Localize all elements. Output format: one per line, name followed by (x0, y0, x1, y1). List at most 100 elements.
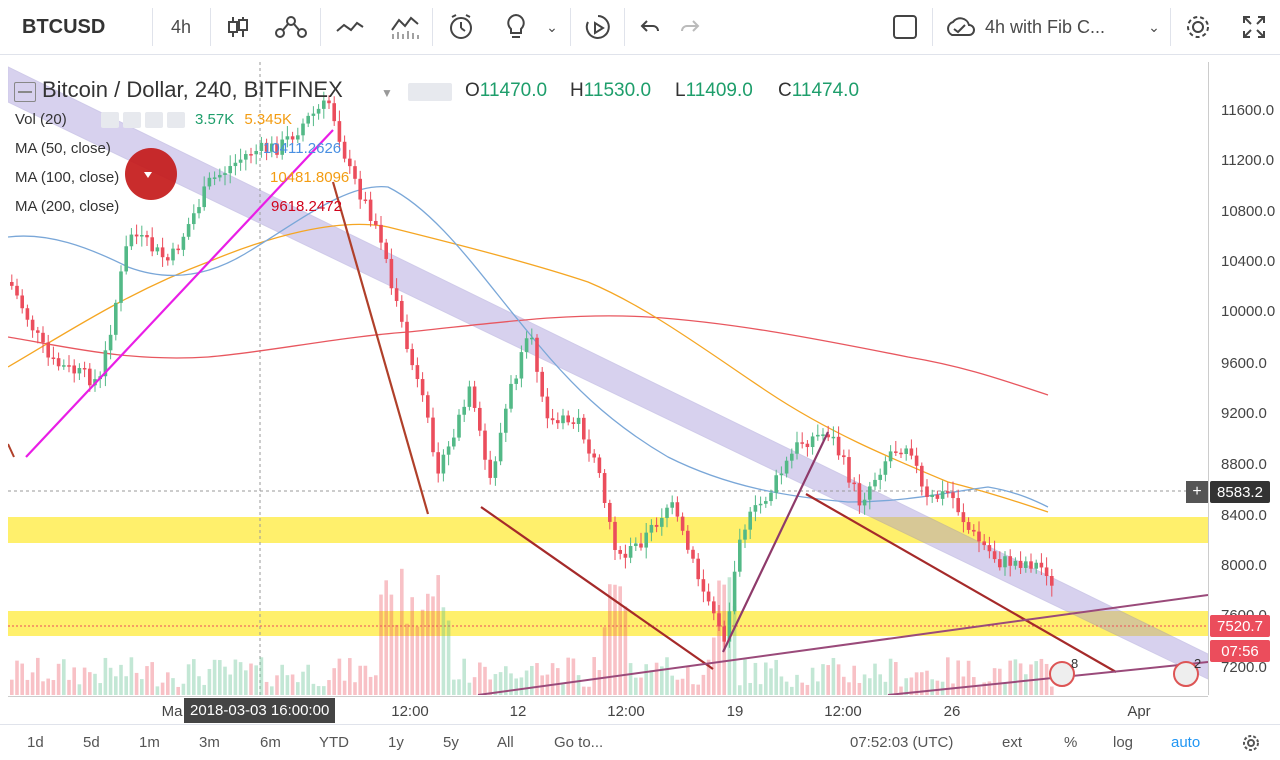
chevron-down-icon[interactable]: ⌄ (1148, 18, 1160, 35)
price-axis[interactable]: 11600.0 11200.0 10800.0 10400.0 10000.0 … (1208, 62, 1280, 695)
candle-body (847, 457, 851, 483)
range-6m[interactable]: 6m (260, 734, 281, 751)
trendline-brown-1[interactable] (331, 181, 430, 515)
volume-bar (498, 672, 503, 695)
range-ytd[interactable]: YTD (319, 734, 349, 751)
fullscreen-box-icon[interactable] (885, 0, 925, 54)
indicators-icon[interactable] (268, 0, 314, 54)
top-toolbar: BTCUSD 4h ⌄ 4h with Fib C... ⌄ (0, 0, 1280, 55)
price-tick: 11200.0 (1221, 152, 1275, 169)
candle-body (332, 103, 336, 122)
volume-bar (894, 662, 898, 695)
candle-body (1029, 561, 1033, 569)
gear-icon[interactable] (122, 112, 141, 129)
percent-toggle[interactable]: % (1064, 734, 1078, 751)
log-toggle[interactable]: log (1113, 734, 1134, 751)
volume-bar (389, 594, 394, 695)
volume-bar (665, 657, 669, 695)
range-1y[interactable]: 1y (388, 734, 404, 751)
bar-countdown-label: 07:56 (1210, 640, 1270, 662)
indicator-volume[interactable]: Vol (20) 3.57K 5.345K (15, 111, 292, 129)
volume-bar (904, 678, 908, 695)
trendline-pink[interactable] (25, 129, 334, 458)
volume-bar (150, 662, 154, 695)
cursor-highlight (125, 148, 177, 200)
chart-pane[interactable]: 8 2 (8, 62, 1208, 695)
trendline-support[interactable] (477, 594, 1208, 695)
volume-bar (509, 673, 513, 695)
compare-icon[interactable] (330, 0, 370, 54)
settings-icon[interactable] (1178, 0, 1218, 54)
trendline-stub[interactable] (8, 443, 15, 458)
price-tick: 10000.0 (1221, 303, 1276, 320)
layout-name[interactable]: 4h with Fib C... (985, 16, 1106, 37)
add-alert-plus-icon[interactable]: + (1186, 481, 1208, 503)
range-all[interactable]: All (497, 734, 514, 751)
volume-bar (831, 657, 836, 695)
utc-clock[interactable]: 07:52:03 (UTC) (850, 734, 954, 751)
drawing-templates-icon[interactable] (385, 0, 425, 54)
trendline-brown-3[interactable] (805, 493, 1117, 673)
volume-bar (446, 620, 451, 695)
ma-200-line (8, 315, 1049, 396)
legend-settings-icon[interactable] (408, 83, 452, 101)
gear-icon[interactable] (1242, 725, 1260, 760)
time-axis[interactable]: Ma 12:00 12 12:00 19 12:00 26 Apr 2018-0… (8, 696, 1208, 725)
ideas-icon[interactable] (498, 0, 534, 54)
range-3m[interactable]: 3m (199, 734, 220, 751)
redo-icon[interactable] (672, 0, 708, 54)
indicator-ma-200[interactable]: MA (200, close) 9618.2472 (15, 198, 342, 215)
earnings-flag-icon[interactable] (1173, 661, 1199, 687)
close-icon[interactable] (166, 112, 185, 129)
price-chart[interactable] (8, 62, 1208, 695)
candle-body (358, 178, 362, 200)
ohlc-open: O11470.0 (465, 80, 548, 101)
price-tick: 8800.0 (1221, 456, 1267, 473)
chevron-down-icon[interactable]: ▼ (381, 86, 393, 100)
volume-bar (264, 681, 269, 695)
descending-channel[interactable] (8, 66, 1208, 680)
candle-body (654, 524, 659, 527)
replay-icon[interactable] (578, 0, 618, 54)
candle-body (675, 502, 680, 517)
volume-bar (519, 677, 524, 695)
candle-body (394, 288, 399, 301)
undo-icon[interactable] (632, 0, 668, 54)
eye-icon[interactable] (100, 112, 119, 129)
volume-bar (290, 674, 295, 695)
auto-toggle[interactable]: auto (1171, 734, 1201, 751)
interval-selector[interactable]: 4h (170, 16, 192, 37)
indicator-ma-50[interactable]: MA (50, close) 10411.2626 (15, 140, 342, 157)
goto-button[interactable]: Go to... (554, 734, 604, 751)
plus-icon[interactable] (144, 112, 163, 129)
alert-icon[interactable] (442, 0, 482, 54)
trendline-purple-up[interactable] (722, 431, 829, 653)
range-5y[interactable]: 5y (443, 734, 459, 751)
indicator-ma-100[interactable]: MA (100, close) 10481.8096 (15, 169, 350, 186)
collapse-legend-icon[interactable] (14, 82, 36, 102)
chevron-down-icon[interactable]: ⌄ (546, 18, 558, 35)
trendline-support-2[interactable] (887, 661, 1208, 695)
volume-bar (992, 668, 997, 695)
price-tick: 8000.0 (1221, 557, 1267, 574)
candle-body (644, 532, 648, 548)
earnings-flag-icon[interactable] (1049, 661, 1075, 687)
range-1d[interactable]: 1d (27, 734, 44, 751)
symbol-search[interactable]: BTCUSD (22, 15, 106, 38)
ext-toggle[interactable]: ext (1002, 734, 1023, 751)
volume-bar (774, 659, 778, 695)
expand-icon[interactable] (1234, 0, 1274, 54)
cloud-icon[interactable] (940, 0, 980, 54)
candle-body (930, 494, 934, 497)
volume-bar (1034, 661, 1038, 695)
candle-body (946, 491, 950, 493)
range-1m[interactable]: 1m (139, 734, 160, 751)
candle-body (966, 522, 971, 530)
volume-bar (743, 659, 747, 695)
toolbar-divider (1170, 8, 1171, 46)
range-5d[interactable]: 5d (83, 734, 100, 751)
candle-body (223, 173, 227, 175)
support-zone-lower[interactable] (8, 611, 1208, 636)
candles-icon[interactable] (218, 0, 258, 54)
trendline-brown-2[interactable] (480, 506, 714, 670)
